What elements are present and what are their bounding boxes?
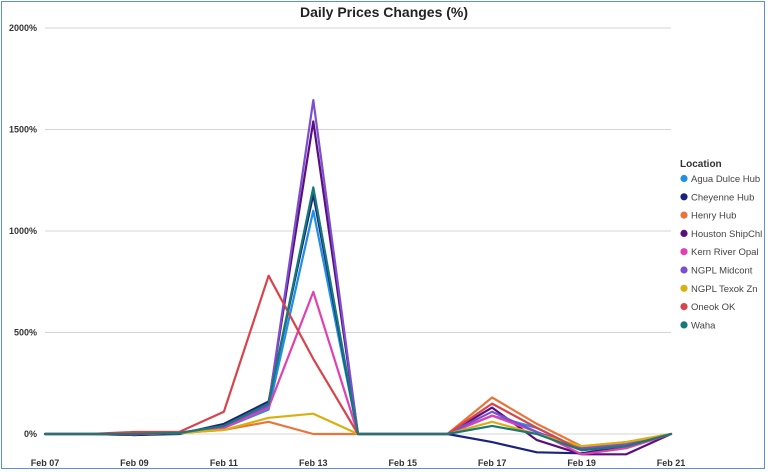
legend-marker-cheyenne-hub xyxy=(680,193,688,201)
y-tick-label: 1500% xyxy=(9,125,37,135)
legend-label-agua-dulce-hub: Agua Dulce Hub xyxy=(691,174,760,185)
x-tick-label: Feb 11 xyxy=(210,458,238,468)
legend-marker-ngpl-texok-zn xyxy=(680,284,688,292)
series-line-oneok-ok xyxy=(43,274,673,452)
series-line-houston-shipchl xyxy=(43,120,673,456)
series-line-ngpl-midcont xyxy=(43,98,673,450)
legend-marker-houston-shipchl xyxy=(680,229,688,237)
series-line-agua-dulce-hub xyxy=(43,209,673,452)
legend-label-henry-hub: Henry Hub xyxy=(691,211,736,222)
y-tick-label: 2000% xyxy=(9,23,37,33)
x-tick-label: Feb 19 xyxy=(567,458,596,468)
x-tick-label: Feb 15 xyxy=(388,458,417,468)
series-line-henry-hub xyxy=(43,396,673,448)
y-tick-label: 0% xyxy=(24,429,37,439)
legend-marker-oneok-ok xyxy=(680,303,688,311)
x-tick-label: Feb 13 xyxy=(299,458,328,468)
legend-label-waha: Waha xyxy=(691,320,716,331)
y-tick-label: 1000% xyxy=(9,226,37,236)
legend-marker-agua-dulce-hub xyxy=(680,174,688,183)
series-line-waha xyxy=(43,186,673,452)
legend-marker-henry-hub xyxy=(680,211,688,219)
legend-label-ngpl-texok-zn: NGPL Texok Zn xyxy=(691,284,758,295)
x-tick-label: Feb 21 xyxy=(657,458,686,468)
legend-label-oneok-ok: Oneok OK xyxy=(691,302,736,313)
chart-title: Daily Prices Changes (%) xyxy=(299,4,469,20)
x-tick-label: Feb 17 xyxy=(478,458,507,468)
legend-marker-waha xyxy=(680,321,688,329)
legend-marker-kern-river-opal xyxy=(680,248,688,256)
legend-label-houston-shipchl: Houston ShipChl xyxy=(691,229,762,240)
series-line-cheyenne-hub xyxy=(43,193,673,455)
y-tick-label: 500% xyxy=(14,328,37,338)
legend-marker-ngpl-midcont xyxy=(680,266,688,274)
legend-label-kern-river-opal: Kern River Opal xyxy=(691,247,759,258)
x-tick-label: Feb 09 xyxy=(120,458,149,468)
legend-label-ngpl-midcont: NGPL Midcont xyxy=(691,266,753,277)
legend-label-cheyenne-hub: Cheyenne Hub xyxy=(691,192,754,203)
x-tick-label: Feb 07 xyxy=(31,458,60,468)
legend-title: Location xyxy=(680,159,722,170)
